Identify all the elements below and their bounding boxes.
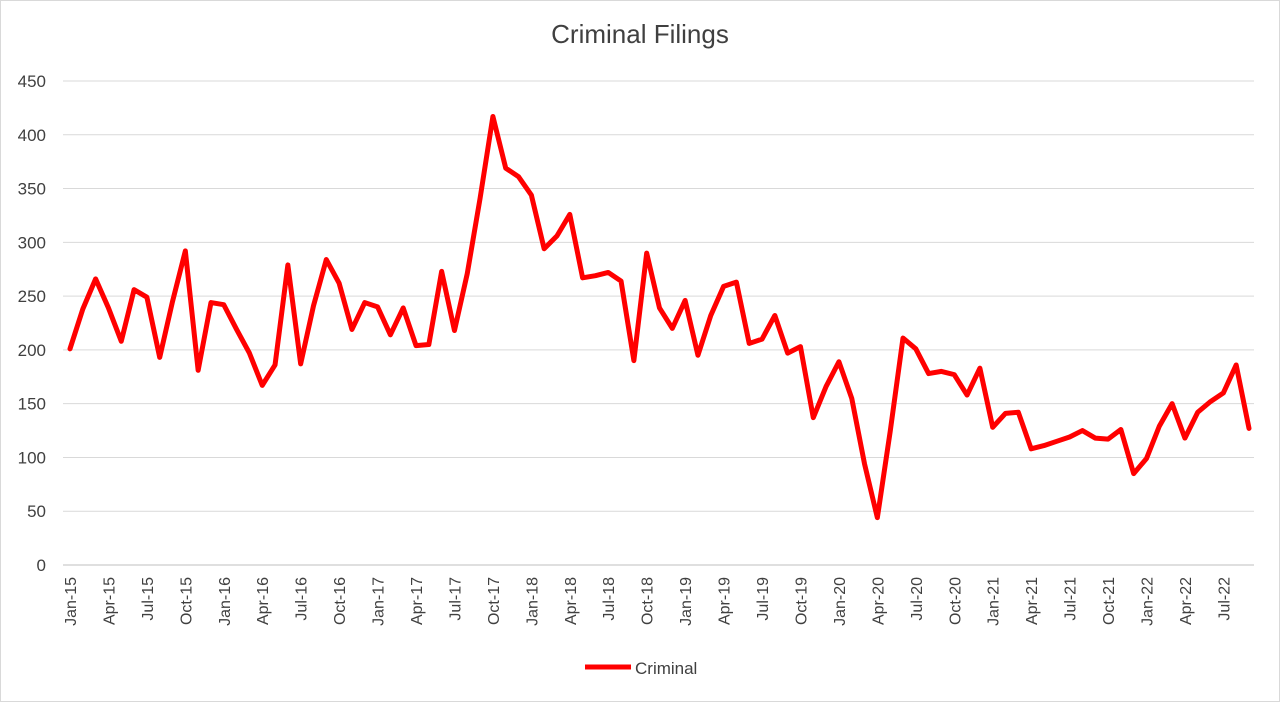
- y-tick-label: 100: [18, 448, 46, 467]
- x-tick-label: Jul-19: [755, 577, 772, 621]
- series-layer: [67, 113, 1252, 521]
- x-tick-label: Oct-19: [793, 577, 810, 625]
- x-tick-label: Jul-20: [909, 577, 926, 621]
- y-tick-label: 150: [18, 395, 46, 414]
- x-axis: Jan-15 Apr-15 Jul-15 Oct-15 Jan-16 Apr-16 Jul-…: [63, 577, 1233, 626]
- y-tick-label: 300: [18, 233, 46, 252]
- y-tick-label: 450: [18, 72, 46, 91]
- x-tick-label: Apr-19: [717, 577, 734, 625]
- x-tick-label: Jan-21: [986, 577, 1003, 626]
- x-tick-label: Jan-17: [371, 577, 388, 626]
- x-tick-label: Jan-18: [524, 577, 541, 626]
- x-tick-label: Oct-16: [332, 577, 349, 625]
- gridlines: [63, 80, 1254, 566]
- chart-title: Criminal Filings: [551, 19, 729, 49]
- y-tick-label: 50: [27, 502, 46, 521]
- y-tick-label: 400: [18, 126, 46, 145]
- legend: Criminal: [585, 659, 697, 678]
- x-tick-label: Jan-22: [1139, 577, 1156, 626]
- x-tick-label: Oct-18: [640, 577, 657, 625]
- x-tick-label: Oct-17: [486, 577, 503, 625]
- series-line-criminal: [67, 113, 1252, 521]
- y-tick-label: 250: [18, 287, 46, 306]
- x-tick-label: Apr-21: [1024, 577, 1041, 625]
- x-tick-label: Jul-18: [601, 577, 618, 621]
- x-tick-label: Jan-20: [832, 577, 849, 626]
- x-tick-label: Apr-18: [563, 577, 580, 625]
- y-axis: 0 50 100 150 200 250 300 350 400 450: [18, 72, 46, 575]
- x-tick-label: Oct-15: [178, 577, 195, 625]
- x-tick-label: Jan-16: [217, 577, 234, 626]
- x-tick-label: Apr-16: [255, 577, 272, 625]
- x-tick-label: Jul-21: [1063, 577, 1080, 621]
- x-tick-label: Oct-21: [1101, 577, 1118, 625]
- x-tick-label: Apr-22: [1178, 577, 1195, 625]
- x-tick-label: Jan-15: [63, 577, 80, 626]
- x-tick-label: Jul-17: [447, 577, 464, 621]
- y-tick-label: 0: [37, 556, 46, 575]
- x-tick-label: Jul-15: [140, 577, 157, 621]
- x-tick-label: Jul-16: [294, 577, 311, 621]
- x-tick-label: Oct-20: [947, 577, 964, 625]
- legend-label-criminal: Criminal: [635, 659, 697, 678]
- x-tick-label: Apr-15: [101, 577, 118, 625]
- x-tick-label: Jul-22: [1216, 577, 1233, 621]
- x-tick-label: Apr-17: [409, 577, 426, 625]
- x-tick-label: Apr-20: [870, 577, 887, 625]
- y-tick-label: 200: [18, 341, 46, 360]
- x-tick-label: Jan-19: [678, 577, 695, 626]
- y-tick-label: 350: [18, 180, 46, 199]
